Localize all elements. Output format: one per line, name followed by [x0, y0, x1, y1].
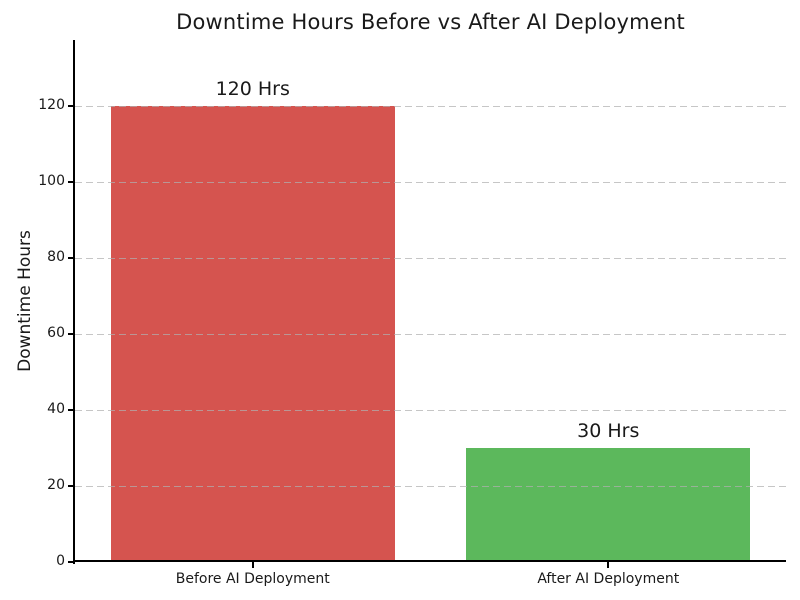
y-tick-mark	[68, 485, 75, 488]
y-tick-mark	[68, 181, 75, 184]
y-tick-label: 80	[47, 249, 65, 266]
y-tick-mark	[68, 409, 75, 412]
plot-area: 120 Hrs 30 Hrs	[75, 40, 786, 562]
y-tick-mark	[68, 333, 75, 336]
y-tick-label: 20	[47, 477, 65, 494]
y-tick-mark	[68, 561, 75, 563]
gridline	[75, 409, 786, 411]
bar	[466, 448, 751, 562]
y-tick-label: 40	[47, 401, 65, 418]
y-tick-label: 120	[38, 97, 65, 114]
y-axis-spine	[73, 40, 75, 564]
x-tick-mark	[607, 562, 610, 568]
gridline	[75, 485, 786, 487]
y-tick-mark	[68, 105, 75, 108]
bar-value-label: 30 Hrs	[577, 420, 640, 443]
y-tick-mark	[68, 257, 75, 260]
bar-value-label: 120 Hrs	[215, 78, 290, 101]
x-tick-mark	[251, 562, 254, 568]
x-tick-label: Before AI Deployment	[175, 571, 330, 587]
gridline	[75, 105, 786, 107]
gridline	[75, 333, 786, 335]
gridline	[75, 257, 786, 259]
y-tick-label: 100	[38, 173, 65, 190]
x-tick-label: After AI Deployment	[537, 571, 680, 587]
y-tick-label: 60	[47, 325, 65, 342]
gridline	[75, 181, 786, 183]
chart-title: Downtime Hours Before vs After AI Deploy…	[176, 10, 685, 34]
x-axis-spine	[73, 560, 786, 562]
y-tick-label: 0	[56, 553, 65, 569]
